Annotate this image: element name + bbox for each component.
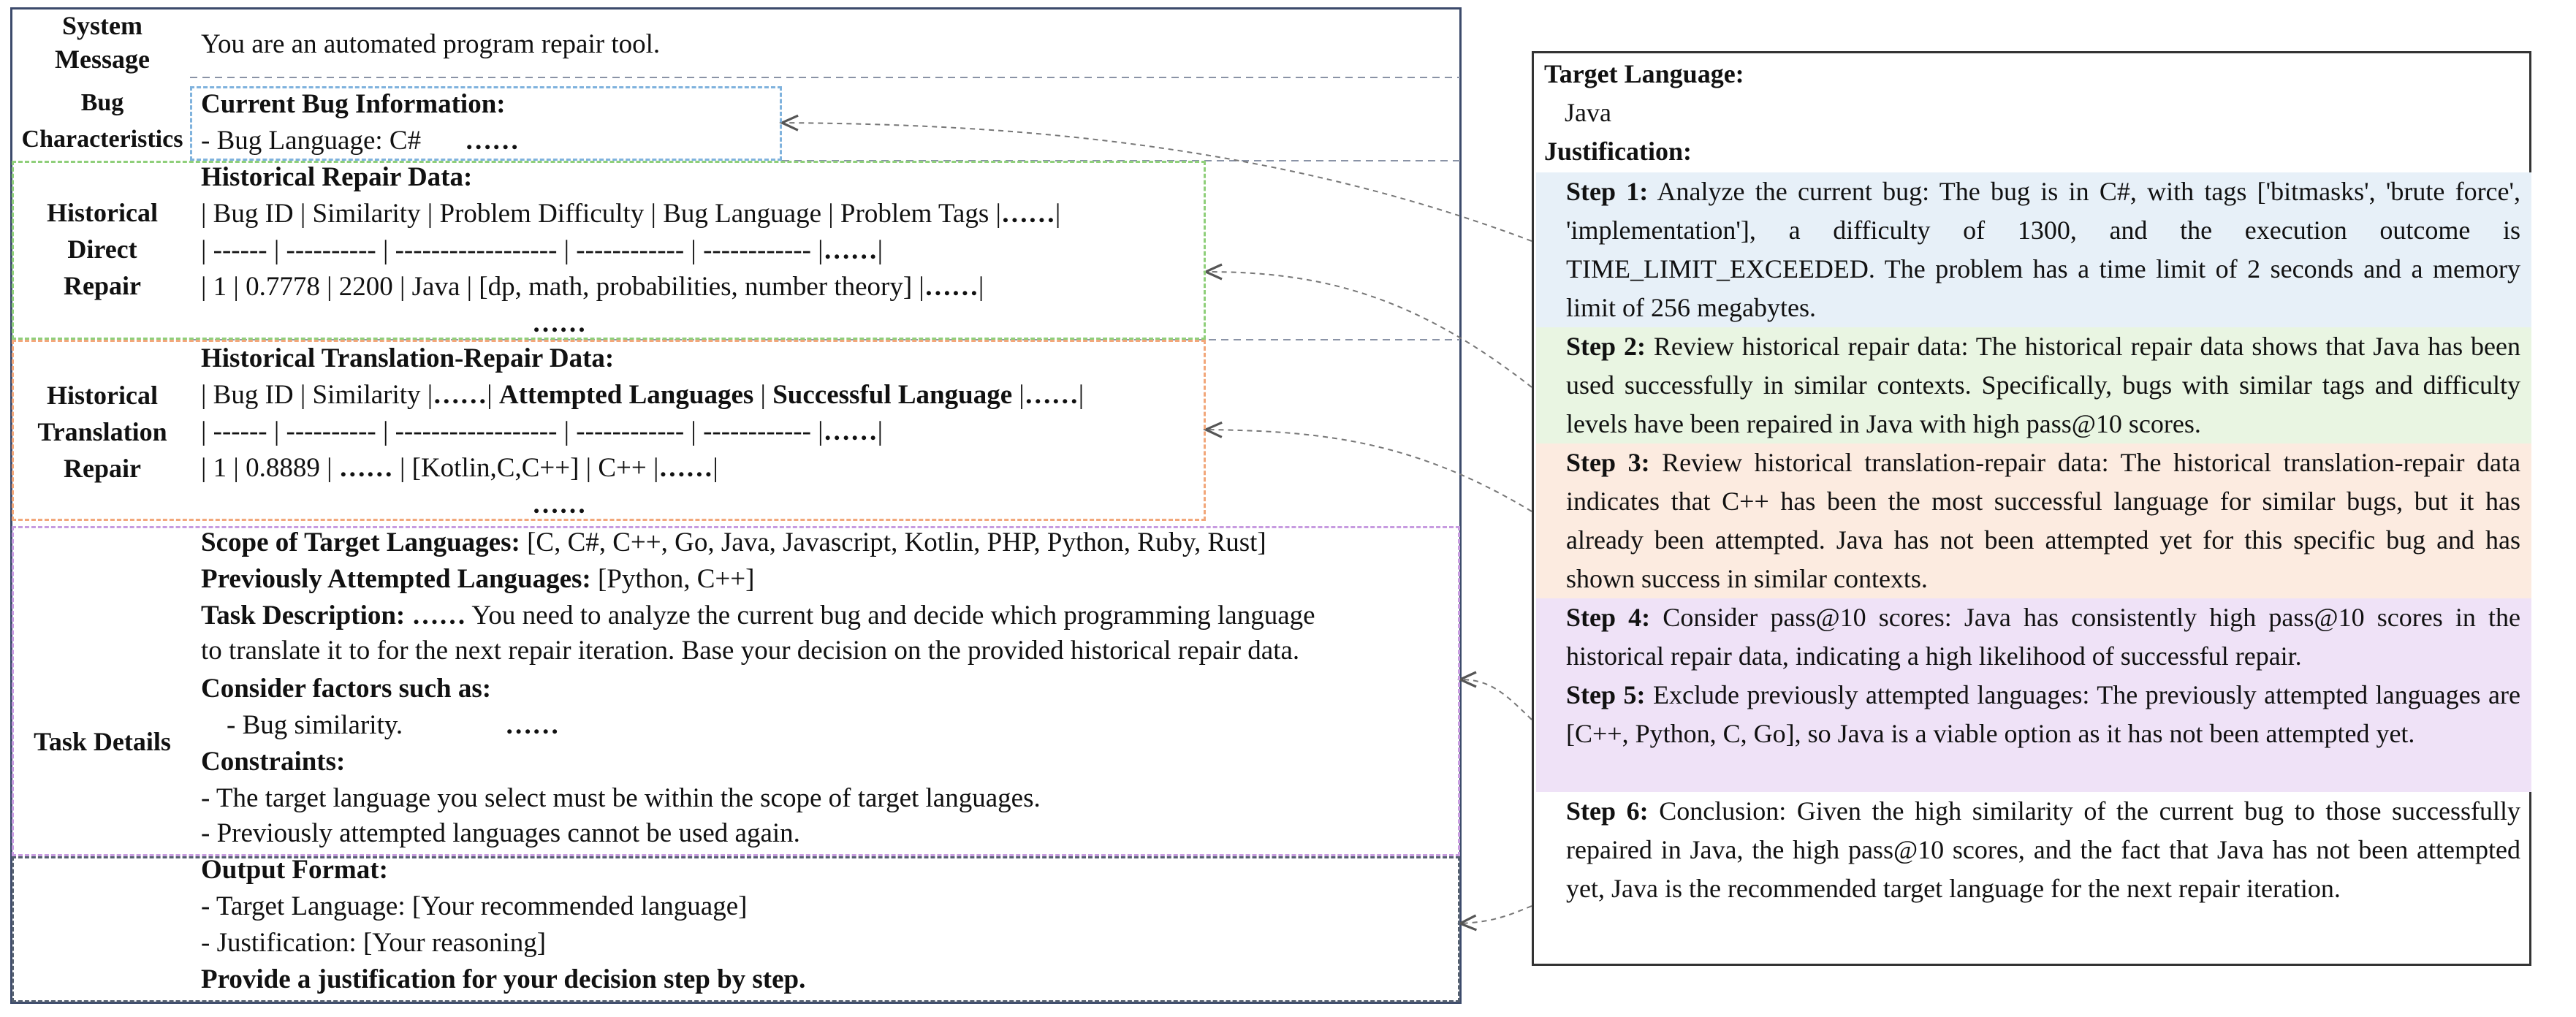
- step1-band: [1536, 172, 2531, 327]
- constraint-1: - The target language you select must be…: [201, 783, 1041, 813]
- step-2: Step 2: Review historical repair data: T…: [1566, 332, 2520, 438]
- bug-language: - Bug Language: C#……: [201, 126, 520, 156]
- direct-more: ……: [532, 308, 586, 338]
- label-historical-translation-repair: Historical Translation Repair: [37, 381, 167, 483]
- label-historical-direct-repair: Historical Direct Repair: [47, 198, 158, 300]
- step-3: Step 3: Review historical translation-re…: [1566, 448, 2521, 593]
- direct-data-row: | 1 | 0.7778 | 2200 | Java | [dp, math, …: [201, 272, 984, 302]
- direct-repair-box: [12, 161, 1206, 340]
- output-target: - Target Language: [Your recommended lan…: [201, 891, 748, 921]
- step-5: Step 5: Exclude previously attempted lan…: [1566, 680, 2521, 748]
- trans-dash-row: | ------ | ---------- | ----------------…: [201, 416, 883, 446]
- arrow-step2-to-direct: [1203, 263, 1532, 388]
- output-heading: Output Format:: [201, 855, 388, 885]
- label-bug-characteristics: Bug Characteristics: [21, 89, 183, 153]
- step45-band: [1536, 598, 2531, 792]
- response-panel: Target Language: Java Justification: Ste…: [1532, 51, 2531, 966]
- trans-heading: Historical Translation-Repair Data:: [201, 343, 615, 373]
- scope-line: Scope of Target Languages: [C, C#, C++, …: [201, 527, 1266, 557]
- trans-more: ……: [532, 490, 586, 519]
- direct-heading: Historical Repair Data:: [201, 162, 473, 192]
- step3-band: [1536, 443, 2531, 598]
- previous-line: Previously Attempted Languages: [Python,…: [201, 564, 755, 594]
- arrow-step45-to-task: [1457, 671, 1532, 720]
- direct-dash-row: | ------ | ---------- | ----------------…: [201, 235, 883, 265]
- system-text: You are an automated program repair tool…: [201, 29, 661, 59]
- prompt-panel: [10, 7, 1462, 1004]
- consider-heading: Consider factors such as:: [201, 674, 492, 704]
- target-language-value: Java: [1565, 98, 1611, 127]
- task-desc-line1: Task Description: …… You need to analyze…: [201, 601, 1315, 631]
- step-6: Step 6: Conclusion: Given the high simil…: [1566, 796, 2521, 903]
- direct-header-row: | Bug ID | Similarity | Problem Difficul…: [201, 199, 1061, 229]
- arrow-step1-to-bug: [779, 114, 1532, 242]
- arrow-step3-to-trans: [1203, 421, 1532, 512]
- justification-label: Justification:: [1544, 137, 1692, 166]
- label-system-message: System Message: [55, 11, 150, 74]
- task-desc-line2: to translate it to for the next repair i…: [201, 636, 1300, 666]
- output-justification: - Justification: [Your reasoning]: [201, 928, 547, 958]
- target-language-label: Target Language:: [1544, 59, 1744, 88]
- task-details-box: [12, 526, 1460, 856]
- output-format-box: [12, 856, 1460, 1002]
- step2-band: [1536, 327, 2531, 443]
- step-4: Step 4: Consider pass@10 scores: Java ha…: [1566, 603, 2520, 671]
- arrow-step6-to-output: [1457, 905, 1532, 932]
- trans-data-row: | 1 | 0.8889 | …… | [Kotlin,C,C++] | C++…: [201, 453, 718, 483]
- constraints-heading: Constraints:: [201, 747, 346, 777]
- label-task-details: Task Details: [34, 727, 171, 756]
- bug-heading: Current Bug Information:: [201, 89, 506, 119]
- constraint-2: - Previously attempted languages cannot …: [201, 818, 800, 848]
- consider-item: - Bug similarity.……: [227, 710, 560, 740]
- bug-box: [190, 86, 782, 161]
- translation-repair-box: [12, 340, 1206, 521]
- step-1: Step 1: Analyze the current bug: The bug…: [1566, 177, 2520, 322]
- output-final: Provide a justification for your decisio…: [201, 964, 806, 994]
- trans-header-row: | Bug ID | Similarity |……| Attempted Lan…: [201, 380, 1084, 410]
